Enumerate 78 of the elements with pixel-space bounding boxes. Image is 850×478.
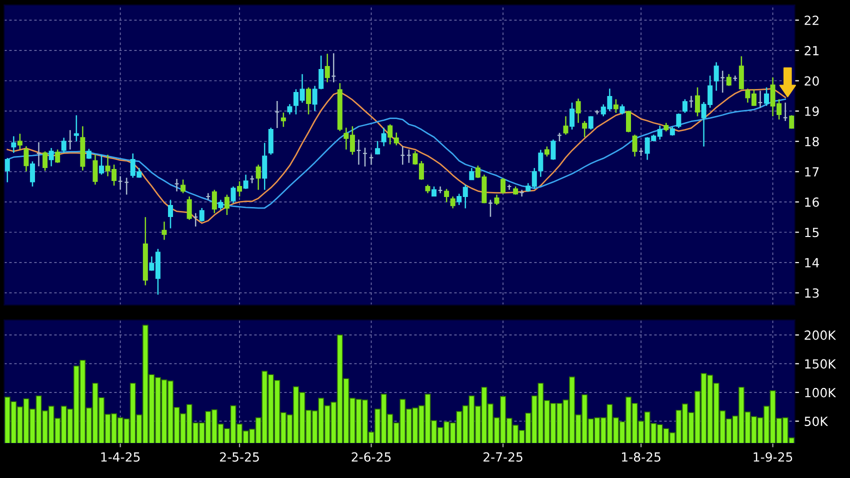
y-tick-label: 13 [805,288,819,298]
candlestick [55,148,60,164]
y-tick-label: 14 [805,258,819,268]
candlestick [450,196,456,209]
candlestick [632,134,638,158]
candlestick [695,86,700,117]
candlestick [30,160,35,188]
candlestick [262,142,268,190]
candlestick [381,127,386,147]
candlestick [394,132,399,146]
candlestick [168,199,174,229]
candlestick [588,116,594,130]
candlestick [576,98,581,124]
candlestick [306,86,312,116]
candlestick [500,177,506,194]
candlestick [280,112,286,128]
y-tick-label: 200K [804,330,836,340]
candlestick [582,120,588,138]
y-tick-label: 16 [805,197,819,207]
x-tick-label: 1-9-25 [754,452,792,462]
candlestick [469,167,474,180]
candlestick [444,188,450,203]
x-tick-label: 1-8-25 [622,452,660,462]
candlestick [218,199,224,210]
candlestick [98,154,104,176]
candlestick [61,137,66,154]
candlestick [570,102,575,130]
candlestick [494,194,500,206]
candlestick [676,112,682,129]
candlestick [550,138,556,160]
candlestick [224,194,230,216]
candlestick [4,157,10,183]
x-tick-label: 2-5-25 [220,452,259,462]
candlestick [714,62,719,92]
candlestick [256,164,261,190]
candlestick [324,53,330,83]
candlestick [11,136,16,154]
y-tick-label: 20 [804,76,819,86]
candlestick [237,180,242,198]
y-tick-label: 19 [805,106,819,116]
candlestick [186,196,192,220]
candlestick [544,146,550,158]
candlestick [388,124,393,146]
candlestick [92,154,98,186]
candlestick [738,56,744,90]
y-tick-label: 150K [805,359,836,369]
y-tick-label: 18 [805,136,819,146]
candlestick [626,110,631,133]
x-tick-label: 2-7-25 [484,452,522,462]
candlestick [287,103,292,116]
candlestick [180,178,186,194]
candlestick [243,174,248,190]
candlestick [230,186,236,204]
y-tick-label: 21 [804,46,819,56]
candlestick [563,116,568,136]
candlestick [726,73,732,87]
x-tick-label: 2-6-25 [352,452,391,462]
candlestick [764,86,770,107]
candlestick [17,133,22,150]
candlestick [199,207,204,222]
candlestick [24,146,29,172]
candlestick [682,98,688,114]
candlestick [74,114,79,142]
y-tick-label: 50K [804,416,828,426]
y-tick-label: 22 [804,16,818,25]
y-tick-label: 100K [805,388,836,398]
candlestick [212,189,217,214]
candlestick [613,98,618,114]
y-tick-label: 15 [805,228,819,238]
candlestick [48,147,54,167]
candlestick [86,148,92,160]
y-tick-label: 17 [805,167,819,176]
candlestick [375,140,380,156]
candlestick [268,127,274,156]
candlestick [162,221,167,240]
candlestick [620,104,625,116]
x-tick-label: 1-4-25 [101,452,140,462]
candlestick [42,150,48,172]
